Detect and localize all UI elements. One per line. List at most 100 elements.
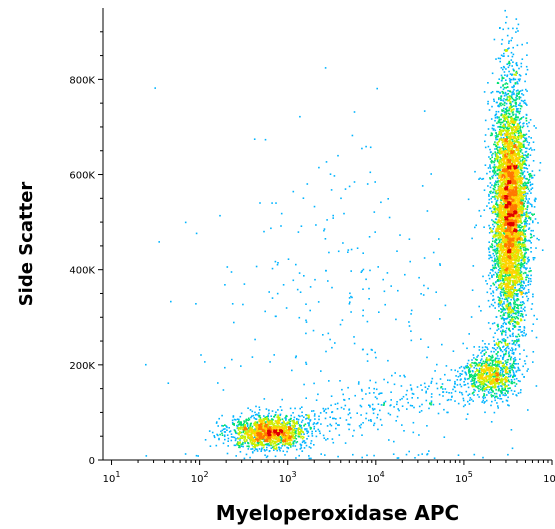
event-point xyxy=(482,399,484,402)
event-point xyxy=(513,85,515,88)
event-point xyxy=(230,271,233,273)
event-point xyxy=(498,299,500,301)
event-point xyxy=(518,312,520,315)
event-point xyxy=(238,445,241,447)
event-point xyxy=(261,443,263,446)
event-point xyxy=(348,398,350,400)
event-point xyxy=(481,362,484,365)
event-point xyxy=(529,278,532,280)
event-point xyxy=(259,443,261,446)
event-point xyxy=(516,123,519,125)
event-point xyxy=(493,248,496,251)
event-point xyxy=(514,340,517,342)
event-point xyxy=(261,447,263,449)
event-point xyxy=(489,134,492,137)
event-point xyxy=(499,271,501,273)
event-point xyxy=(507,387,509,390)
event-point xyxy=(484,411,486,414)
event-point xyxy=(525,187,528,189)
event-point xyxy=(473,357,475,359)
event-point xyxy=(498,116,500,118)
event-point xyxy=(509,387,511,389)
event-point xyxy=(497,389,500,392)
event-point xyxy=(278,448,281,450)
event-point xyxy=(329,173,332,175)
event-point xyxy=(493,236,495,239)
event-point xyxy=(226,426,228,429)
event-point xyxy=(493,124,495,127)
event-point xyxy=(473,377,475,380)
event-point xyxy=(515,241,517,244)
event-point xyxy=(497,243,500,245)
event-point xyxy=(474,358,477,361)
event-point xyxy=(315,435,318,438)
event-point xyxy=(521,196,523,198)
event-point xyxy=(505,127,508,130)
event-point xyxy=(154,87,156,89)
event-point xyxy=(518,246,521,249)
event-point xyxy=(477,373,479,375)
event-point xyxy=(500,282,502,285)
event-point xyxy=(387,412,390,415)
event-point xyxy=(514,284,517,287)
event-point xyxy=(492,359,494,362)
event-point xyxy=(517,305,519,307)
event-point xyxy=(527,144,530,146)
event-point xyxy=(501,182,504,184)
event-point xyxy=(145,455,148,457)
event-point xyxy=(258,415,260,418)
event-point xyxy=(513,326,516,328)
event-point xyxy=(406,408,408,410)
event-point xyxy=(532,258,535,261)
event-point xyxy=(502,267,505,270)
event-point xyxy=(520,254,522,256)
event-point xyxy=(491,237,494,240)
event-point xyxy=(515,74,517,76)
event-point xyxy=(520,117,523,119)
event-point xyxy=(505,21,507,24)
event-point xyxy=(270,443,272,446)
event-point xyxy=(477,376,479,379)
event-point xyxy=(500,185,502,188)
event-point xyxy=(480,359,482,362)
event-point xyxy=(507,316,510,318)
event-point xyxy=(490,92,493,94)
event-point xyxy=(506,93,508,96)
event-point xyxy=(501,129,504,132)
event-point xyxy=(264,138,267,141)
event-point xyxy=(440,386,442,389)
event-point xyxy=(499,102,501,105)
event-point xyxy=(523,376,525,378)
event-point xyxy=(397,289,399,292)
event-point xyxy=(288,442,290,444)
event-point xyxy=(509,286,511,288)
event-point xyxy=(508,370,511,372)
event-point xyxy=(486,205,488,207)
event-point xyxy=(497,381,499,384)
event-point xyxy=(351,296,353,299)
event-point xyxy=(496,143,499,146)
event-point xyxy=(404,273,406,276)
event-point xyxy=(498,305,500,308)
event-point xyxy=(387,198,389,200)
event-point xyxy=(499,236,501,239)
event-point xyxy=(303,436,305,439)
event-point xyxy=(498,232,501,234)
event-point xyxy=(249,426,251,429)
event-point xyxy=(281,433,283,435)
event-point xyxy=(493,350,495,353)
event-point xyxy=(265,418,268,420)
event-point xyxy=(295,457,297,459)
event-point xyxy=(243,421,246,423)
event-point xyxy=(237,444,239,446)
event-point xyxy=(238,423,241,425)
event-point xyxy=(511,256,513,258)
event-point xyxy=(516,218,519,220)
event-point xyxy=(469,397,472,399)
event-point xyxy=(492,394,494,397)
event-point xyxy=(481,388,483,390)
event-point xyxy=(368,287,370,290)
event-point xyxy=(502,263,505,265)
event-point xyxy=(266,455,269,457)
event-point xyxy=(493,340,495,342)
